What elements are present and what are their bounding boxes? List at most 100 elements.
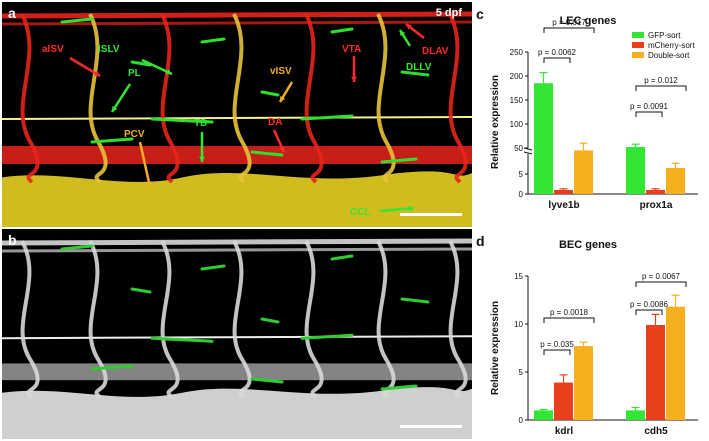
lymphatic-fragment xyxy=(200,264,226,271)
y-tick-label: 15 xyxy=(514,272,523,281)
y-tick-label: 5 xyxy=(519,368,524,377)
parachordal-line xyxy=(2,335,472,340)
dorsal-aorta-band xyxy=(2,146,472,164)
lymphatic-fragment xyxy=(60,244,94,251)
x-tick-label: cdh5 xyxy=(644,426,668,437)
label-pl: PL xyxy=(128,68,141,79)
lymphatic-fragment xyxy=(250,150,284,157)
lymphatic-fragment xyxy=(150,336,214,343)
lymphatic-fragment xyxy=(400,70,430,77)
lymphatic-fragment xyxy=(130,60,152,67)
significance-bracket xyxy=(635,111,663,117)
stage-label: 5 dpf xyxy=(435,7,462,19)
p-value-label: p = 0.0086 xyxy=(630,300,669,309)
axis-break-mark xyxy=(523,147,533,151)
y-tick-label: 0 xyxy=(519,416,524,425)
significance-bracket xyxy=(543,317,595,323)
arrowhead-ccl xyxy=(408,205,414,212)
arrowhead-pcv xyxy=(146,181,152,187)
intersegmental-vessel xyxy=(232,13,252,184)
label-vta: VTA xyxy=(342,44,361,55)
significance-bracket xyxy=(635,85,687,91)
intersegmental-vessel xyxy=(448,240,468,399)
lymphatic-fragment xyxy=(90,364,134,371)
bar xyxy=(646,190,665,194)
panel-b-letter: b xyxy=(8,232,17,248)
y-tick-label: 200 xyxy=(510,72,524,81)
significance-bracket xyxy=(543,57,571,63)
p-value-label: p = 0.017 xyxy=(552,18,586,27)
chart-title: LEC genes xyxy=(560,15,617,27)
intersegmental-vessel xyxy=(160,13,180,184)
axis-break-mark xyxy=(523,151,533,155)
panel-a-micrograph: aISV ISLV PL vISV VTA DLAV DLLV PCV TD DA CCL a 5 … xyxy=(2,2,472,227)
cardinal-vein-mass xyxy=(2,171,472,227)
intersegmental-vessel xyxy=(88,240,108,399)
panel-b-image xyxy=(2,238,472,439)
significance-bracket xyxy=(635,281,687,287)
label-dllv: DLLV xyxy=(406,62,432,73)
intersegmental-vessel xyxy=(232,240,252,399)
scale-bar xyxy=(400,425,462,428)
arrowhead-islv xyxy=(166,69,172,75)
arrow-ccl xyxy=(379,206,415,213)
arrowhead-dllv xyxy=(400,30,406,36)
bar xyxy=(534,83,553,194)
legend-label: mCherry-sort xyxy=(648,41,695,50)
bar xyxy=(534,410,553,420)
panel-b-micrograph: b xyxy=(2,229,472,439)
lymphatic-fragment xyxy=(400,297,430,304)
lymphatic-fragment xyxy=(380,157,418,164)
chart-c-svg: LEC genes Relative expression 0 5 50 100 150 20… xyxy=(490,15,698,211)
label-pcv: PCV xyxy=(124,129,145,140)
y-tick-label: 50 xyxy=(514,144,523,153)
lymphatic-fragment xyxy=(130,287,152,294)
intersegmental-vessel xyxy=(20,240,40,399)
x-tick-label: kdrl xyxy=(555,426,574,437)
bar xyxy=(646,324,665,420)
p-value-label: p = 0.0018 xyxy=(550,308,589,317)
bar xyxy=(574,346,593,420)
lymphatic-fragment xyxy=(260,90,280,97)
arrowhead-visv xyxy=(280,96,286,102)
cardinal-vein-mass xyxy=(2,387,472,439)
x-tick-label: lyve1b xyxy=(548,200,579,211)
arrowhead-dlav xyxy=(406,24,412,30)
arrow-pl xyxy=(110,83,132,113)
chart-c-lec-genes: c LEC genes Relative expression 0 5 50 100 150… xyxy=(476,2,708,215)
significance-bracket xyxy=(635,309,663,315)
p-value-label: p = 0.0062 xyxy=(538,48,577,57)
lymphatic-fragment xyxy=(250,377,284,384)
y-tick-label: 5 xyxy=(519,170,524,179)
lymphatic-fragment xyxy=(260,317,280,324)
label-td: TD xyxy=(194,118,207,129)
label-dlav: DLAV xyxy=(422,46,449,57)
significance-bracket xyxy=(543,349,571,355)
p-value-label: p = 0.0091 xyxy=(630,102,669,111)
dorsal-aorta-band xyxy=(2,363,472,381)
lymphatic-fragment xyxy=(330,27,354,34)
y-tick-label: 10 xyxy=(514,320,523,329)
y-tick-label: 150 xyxy=(510,96,524,105)
label-da: DA xyxy=(268,117,282,128)
lymphatic-fragment xyxy=(300,333,354,340)
legend-swatch xyxy=(632,42,644,48)
bar xyxy=(554,382,573,420)
y-tick-label: 0 xyxy=(519,190,524,199)
bar xyxy=(554,190,573,194)
label-aisv: aISV xyxy=(42,44,64,55)
intersegmental-vessel xyxy=(20,13,40,184)
chart-d-letter: d xyxy=(476,233,485,249)
intersegmental-vessel xyxy=(376,240,396,399)
lymphatic-fragment xyxy=(330,254,354,261)
x-tick-label: prox1a xyxy=(640,200,673,211)
bar xyxy=(626,410,645,420)
lymphatic-fragment xyxy=(90,137,134,144)
scale-bar xyxy=(400,213,462,216)
significance-bracket xyxy=(543,27,595,33)
legend-swatch xyxy=(632,52,644,58)
y-axis-label: Relative expression xyxy=(490,301,501,395)
bar xyxy=(666,306,685,420)
dlav-vessel xyxy=(2,238,472,246)
chart-d-bec-genes: d BEC genes Relative expression 0 5 10 15 kdrl… xyxy=(476,228,708,440)
